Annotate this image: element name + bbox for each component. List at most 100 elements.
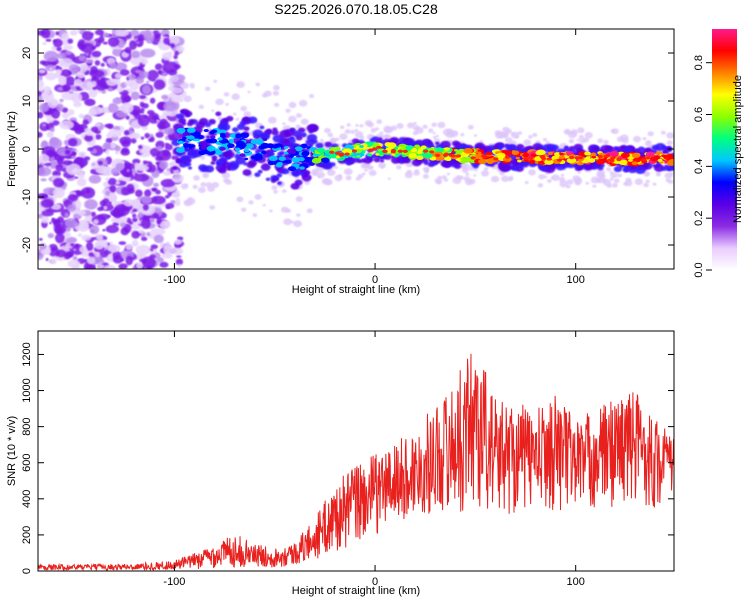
spectrogram-cell [247, 90, 251, 94]
snr-series-line [38, 353, 674, 571]
spectrogram-cell [304, 180, 310, 185]
spectrogram-cell [168, 162, 176, 167]
spectrogram-cell [38, 69, 46, 74]
spectrogram-cell [138, 229, 144, 234]
spectrogram-cell [95, 233, 104, 241]
spectrogram-cell [64, 251, 74, 258]
spectrogram-cell [129, 126, 134, 130]
spectrogram-xtick-label: 0 [372, 274, 378, 286]
spectrogram-cell [105, 177, 110, 181]
spectrogram-cell [592, 146, 600, 152]
spectrogram-cell [532, 132, 538, 137]
spectrogram-cell [133, 173, 150, 182]
spectrogram-cell [173, 174, 182, 181]
spectrogram-cell [109, 185, 117, 193]
spectrogram-cell [122, 95, 132, 103]
spectrogram-cell [140, 236, 148, 242]
spectrogram-cell [158, 124, 167, 129]
spectrogram-cell [130, 50, 141, 59]
spectrogram-cell [329, 137, 337, 144]
spectrogram-cell [153, 79, 166, 90]
spectrogram-heatmap [38, 29, 674, 269]
spectrogram-cell [77, 29, 81, 33]
spectrogram-cell [653, 155, 660, 160]
spectrogram-cell [611, 182, 618, 188]
spectrogram-cell [239, 153, 246, 157]
spectrogram-cell [288, 154, 294, 158]
spectrogram-cell [165, 202, 175, 209]
spectrogram-cell [158, 29, 162, 33]
spectrogram-cell [171, 191, 181, 199]
spectrogram-cell [382, 149, 388, 154]
spectrogram-cell [103, 168, 109, 172]
spectrogram-cell [227, 143, 235, 149]
spectrogram-cell [242, 169, 252, 176]
spectrogram-cell [52, 187, 65, 199]
spectrogram-cell [457, 159, 462, 162]
spectrogram-cell [205, 182, 213, 188]
spectrogram-cell [38, 166, 52, 177]
spectrogram-cell [215, 111, 222, 117]
spectrogram-cell [364, 168, 368, 172]
spectrogram-cell [306, 208, 313, 214]
spectrogram-cell [653, 164, 665, 172]
spectrogram-cell [528, 134, 533, 139]
spectrogram-cell [383, 134, 389, 139]
spectrogram-cell [135, 76, 145, 84]
spectrogram-cell [494, 130, 502, 136]
spectrogram-cell [183, 95, 192, 103]
spectrogram-cell [185, 162, 192, 167]
spectrogram-cell [590, 152, 597, 157]
spectrogram-cell [93, 219, 99, 225]
spectrogram-cell [431, 122, 437, 127]
spectrogram-cell [623, 182, 628, 186]
spectrogram-cell [500, 131, 509, 138]
spectrogram-cell [88, 252, 94, 257]
spectrogram-cell [170, 96, 184, 103]
spectrogram-cell [149, 97, 156, 104]
spectrogram-cell [77, 233, 83, 237]
spectrogram-cell [189, 82, 195, 88]
spectrogram-cell [380, 159, 385, 163]
spectrogram-cell [128, 220, 134, 225]
spectrogram-cell [141, 196, 152, 205]
spectrogram-cell [375, 153, 380, 156]
spectrogram-cell [379, 131, 384, 135]
spectrogram-cell [491, 175, 500, 183]
spectrogram-cell [153, 252, 161, 260]
spectrogram-cell [434, 177, 442, 184]
spectrogram-cell [64, 145, 69, 149]
spectrogram-cell [50, 100, 58, 106]
spectrogram-cell [135, 69, 142, 74]
spectrogram-cell [597, 138, 604, 144]
spectrogram-cell [603, 139, 609, 145]
spectrogram-cell [376, 145, 382, 149]
spectrogram-cell [597, 154, 603, 159]
spectrogram-cell [43, 50, 59, 62]
spectrogram-cell [351, 138, 360, 144]
spectrogram-cell [565, 184, 571, 189]
spectrogram-cell [616, 157, 622, 162]
spectrogram-cell [293, 220, 302, 228]
spectrogram-cell [198, 186, 206, 194]
spectrogram-cell [161, 72, 167, 76]
spectrogram-cell [95, 134, 102, 140]
spectrogram-cell [309, 94, 315, 99]
spectrogram-cell [125, 115, 130, 120]
spectrogram-cell [175, 45, 185, 53]
spectrogram-cell [283, 218, 292, 226]
spectrogram-cell [184, 110, 193, 117]
spectrogram-cell [528, 169, 536, 176]
spectrogram-cell [140, 57, 148, 65]
spectrogram-cell [38, 103, 50, 113]
spectrogram-cell [470, 156, 476, 160]
spectrogram-cell [441, 175, 447, 180]
spectrogram-cell [108, 192, 117, 202]
spectrogram-cell [235, 117, 240, 121]
spectrogram-cell [282, 122, 286, 126]
spectrogram-cell [344, 152, 350, 156]
spectrogram-cell [547, 151, 554, 156]
spectrogram-cell [396, 165, 402, 170]
spectrogram-cell [435, 153, 441, 158]
